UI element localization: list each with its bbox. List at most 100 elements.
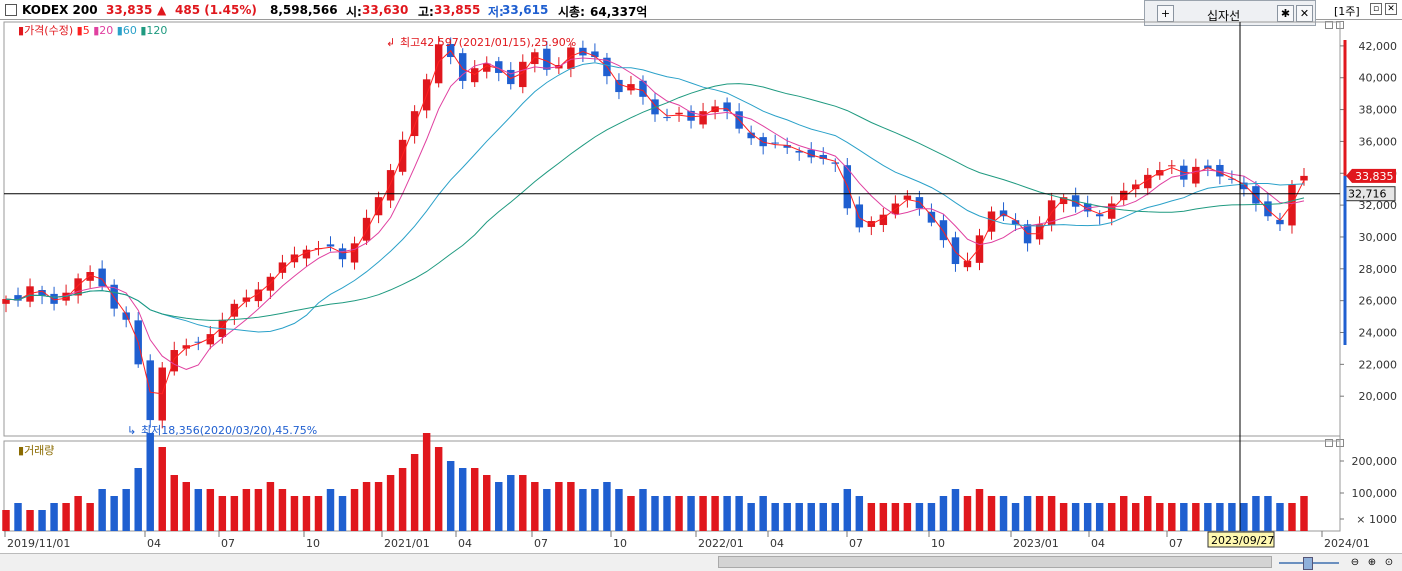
high-label: 고:	[418, 5, 434, 19]
volume-bar	[1083, 503, 1092, 531]
volume-bar	[110, 496, 118, 531]
candle-body	[206, 334, 215, 345]
volume-pane-maximize-icon[interactable]	[1325, 439, 1333, 447]
volume-bar	[134, 468, 142, 531]
candle-body	[951, 237, 960, 265]
x-tick-label: 04	[770, 537, 784, 550]
symbol-name: KODEX 200	[22, 3, 98, 17]
current-price: 33,835	[106, 3, 153, 17]
restore-icon[interactable]: ▫	[1370, 3, 1382, 15]
price-pane-frame	[3, 21, 1341, 437]
candle-body	[975, 235, 984, 263]
volume-bar	[831, 503, 840, 531]
candle-body	[639, 80, 647, 97]
x-tick-label: 07	[1169, 537, 1183, 550]
volume-bar	[398, 468, 407, 531]
legend-ma20-icon: ▮	[93, 24, 100, 37]
volume-bar	[434, 447, 443, 531]
volume-bar	[855, 496, 864, 531]
volume-bar	[1192, 503, 1200, 531]
candle-body	[182, 345, 191, 349]
volume-bar	[867, 503, 876, 531]
volume-bar	[50, 503, 58, 531]
volume-bar	[555, 482, 563, 531]
volume-bar	[374, 482, 383, 531]
reset-zoom-icon[interactable]: ⊙	[1384, 557, 1394, 568]
candle-body	[615, 79, 623, 93]
ma20-line	[5, 57, 1305, 370]
volume-tick-label: × 1000	[1356, 513, 1397, 526]
ma60-line	[5, 62, 1305, 333]
volume-bar	[699, 496, 707, 531]
volume-bar	[62, 503, 70, 531]
candle-body	[2, 299, 10, 304]
price-tick-label: 38,000	[1359, 104, 1398, 117]
volume-bar	[302, 496, 311, 531]
candle-body	[410, 111, 419, 137]
price-tick-label: 40,000	[1359, 72, 1398, 85]
legend-ma20: 20	[99, 24, 114, 37]
close-window-icon[interactable]: ✕	[1385, 3, 1397, 15]
x-tick-label: 07	[534, 537, 548, 550]
candle-body	[74, 278, 82, 296]
volume-bar	[1204, 503, 1212, 531]
volume-bar	[1011, 503, 1020, 531]
volume-bar	[146, 433, 154, 531]
candle-body	[903, 195, 912, 200]
volume-bar	[2, 510, 10, 531]
volume-bar	[1107, 503, 1116, 531]
volume-bar	[38, 510, 46, 531]
candle-body	[338, 248, 347, 260]
volume-bar	[458, 468, 467, 531]
candle-body	[519, 61, 527, 88]
volume-bar	[410, 454, 419, 531]
low-annotation: 최저18,356(2020/03/20),45.75%	[141, 424, 317, 437]
volume-bar	[747, 503, 755, 531]
volume-bar	[326, 489, 335, 531]
volume-bar	[891, 503, 900, 531]
candle-body	[675, 112, 683, 115]
scroll-thumb[interactable]	[718, 556, 1272, 568]
volume-bar	[639, 489, 647, 531]
candle-body	[1035, 224, 1044, 240]
change-arrow-icon: ▲	[157, 3, 167, 17]
volume-bar	[1119, 496, 1128, 531]
legend-ma5: 5	[82, 24, 90, 37]
crosshair-date-label: 2023/09/27	[1211, 534, 1274, 547]
volume-bar	[386, 475, 395, 531]
volume-bar	[879, 503, 888, 531]
volume-bar	[266, 482, 275, 531]
horizontal-scrollbar[interactable]: ⊖ ⊕ ⊙	[0, 553, 1402, 571]
zoom-out-icon[interactable]: ⊖	[1350, 557, 1360, 568]
zoom-in-icon[interactable]: ⊕	[1367, 557, 1377, 568]
open-label: 시:	[346, 5, 362, 19]
volume-bar	[1300, 496, 1308, 531]
ma120-line	[5, 83, 1305, 321]
price-tick-label: 26,000	[1359, 295, 1398, 308]
volume-bar	[951, 489, 960, 531]
candle-body	[86, 271, 94, 281]
volume-bar	[338, 496, 347, 531]
volume-bar	[14, 503, 22, 531]
volume-bar	[819, 503, 827, 531]
candle-body	[915, 197, 924, 209]
close-icon[interactable]: ✕	[1296, 5, 1313, 22]
volume-bar	[531, 482, 539, 531]
candle-body	[927, 211, 936, 223]
zoom-slider[interactable]	[1275, 556, 1345, 570]
volume-bar	[1156, 503, 1164, 531]
x-tick-label: 07	[849, 537, 863, 550]
volume-bar	[242, 489, 251, 531]
price-tick-label: 32,000	[1359, 199, 1398, 212]
volume-bar	[519, 475, 527, 531]
volume-bar	[1168, 503, 1176, 531]
volume-bar	[1047, 496, 1056, 531]
candle-body	[1083, 203, 1092, 212]
candle-body	[543, 48, 551, 70]
candle-body	[38, 290, 46, 296]
select-checkbox[interactable]	[5, 4, 17, 16]
candle-body	[326, 244, 335, 247]
period-label[interactable]: [1주]	[1334, 5, 1360, 18]
candle-body	[1059, 197, 1068, 205]
